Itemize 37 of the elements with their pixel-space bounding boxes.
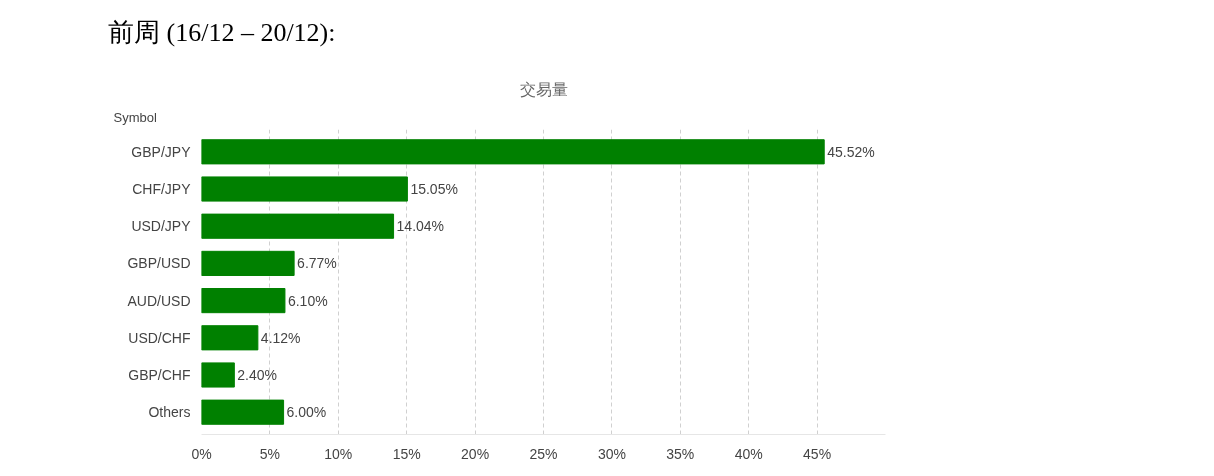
- data-label: 45.52%: [827, 143, 875, 160]
- x-tick-label: 45%: [803, 445, 832, 462]
- bar: [201, 176, 408, 202]
- y-tick-label: GBP/CHF: [128, 366, 191, 383]
- bar: [201, 250, 295, 276]
- y-tick-label: USD/JPY: [131, 218, 192, 235]
- y-tick-label: USD/CHF: [128, 329, 191, 346]
- data-label: 15.05%: [410, 181, 458, 198]
- y-axis-title: Symbol: [113, 109, 157, 125]
- x-tick-label: 35%: [666, 445, 695, 462]
- x-tick-label: 25%: [529, 445, 558, 462]
- y-tick-label: GBP/USD: [127, 255, 191, 272]
- x-tick-label: 15%: [392, 445, 421, 462]
- data-label: 6.00%: [286, 404, 327, 421]
- chart-title: 交易量: [519, 80, 568, 98]
- data-label: 6.77%: [297, 255, 337, 272]
- x-tick-label: 40%: [734, 445, 763, 462]
- text: 前周 (16/12 – 20/12):: [108, 17, 336, 49]
- x-tick-label: 0%: [191, 445, 212, 462]
- x-tick-label: 10%: [324, 445, 353, 462]
- bar: [201, 139, 825, 165]
- bar: [201, 362, 235, 388]
- data-label: 14.04%: [396, 218, 445, 235]
- data-label: 4.12%: [260, 329, 301, 346]
- bar: [201, 399, 285, 425]
- bar: [201, 213, 395, 239]
- x-tick-label: 5%: [259, 445, 281, 462]
- y-tick-label: Others: [148, 404, 191, 421]
- x-tick-label: 30%: [597, 445, 626, 462]
- data-label: 6.10%: [287, 292, 328, 309]
- x-tick-label: 20%: [461, 445, 490, 462]
- bar: [201, 288, 286, 314]
- data-label: 2.40%: [237, 366, 278, 383]
- y-tick-label: CHF/JPY: [132, 181, 192, 198]
- bar: [201, 325, 259, 351]
- y-tick-label: AUD/USD: [127, 292, 191, 309]
- y-tick-label: GBP/JPY: [131, 143, 192, 160]
